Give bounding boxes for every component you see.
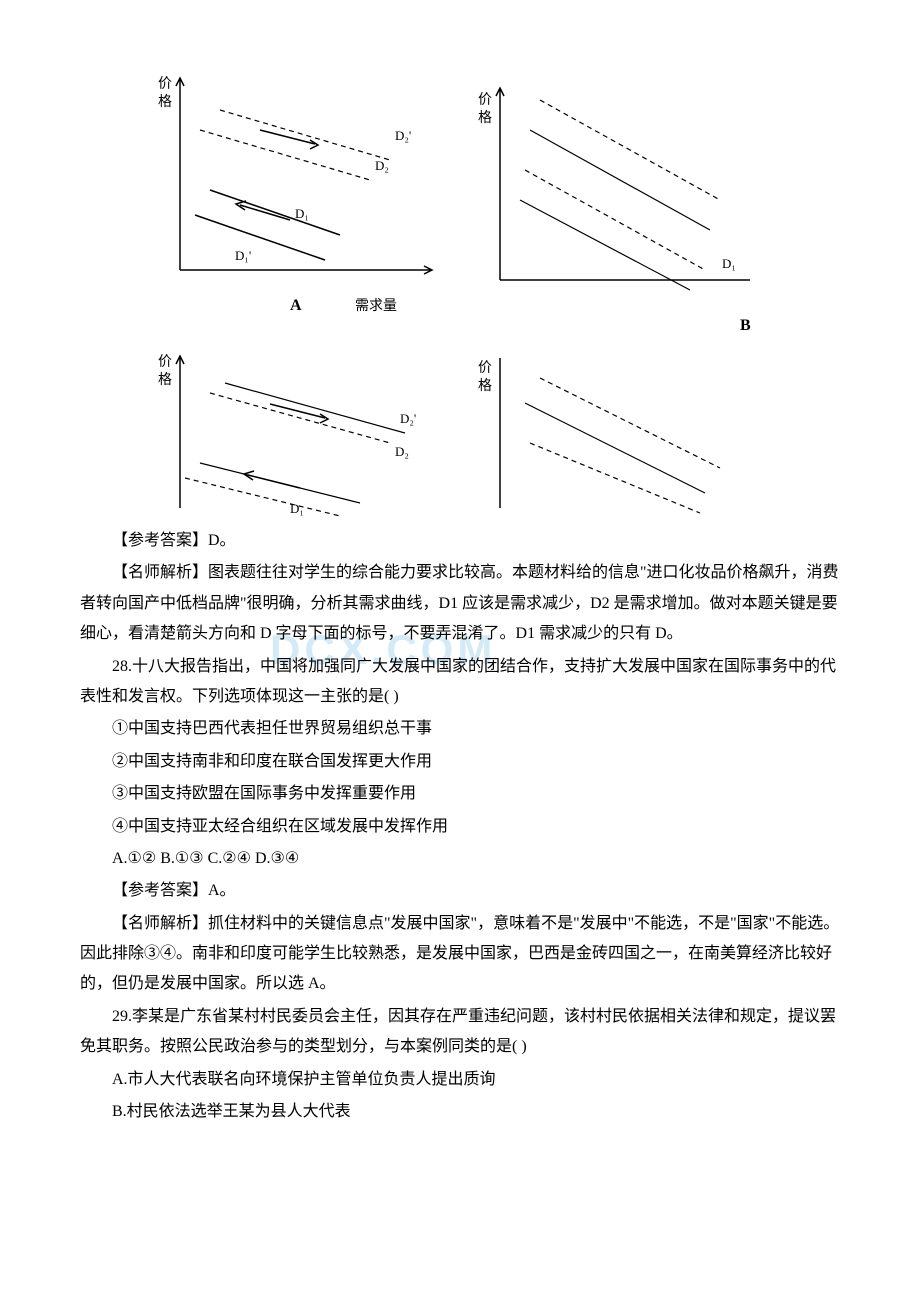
svg-text:B: B: [740, 317, 751, 334]
q28-opt3: ③中国支持欧盟在国际事务中发挥重要作用: [80, 779, 840, 809]
svg-text:价: 价: [478, 360, 492, 376]
chart-row-top: 价 格 D₂' D₂ D₁ D₁' A 需求量 价 格: [140, 60, 840, 340]
chart-c: 价 格 D₂' D₂ D₁: [140, 348, 470, 518]
svg-text:格: 格: [158, 372, 172, 388]
svg-text:D₂': D₂': [400, 411, 416, 426]
q28-opt2: ②中国支持南非和印度在联合国发挥更大作用: [80, 747, 840, 777]
svg-text:价: 价: [478, 92, 492, 108]
svg-text:A: A: [290, 297, 302, 314]
q28-stem: 28.十八大报告指出，中国将加强同广大发展中国家的团结合作，支持扩大发展中国家在…: [80, 652, 840, 713]
q29-optB: B.村民依法选举王某为县人大代表: [80, 1097, 840, 1127]
chart-a: 价 格 D₂' D₂ D₁ D₁' A 需求量: [140, 60, 470, 340]
q28-opt1: ①中国支持巴西代表担任世界贸易组织总干事: [80, 714, 840, 744]
svg-text:D₂: D₂: [395, 444, 409, 459]
svg-text:需求量: 需求量: [355, 298, 397, 314]
chart-row-bottom: 价 格 D₂' D₂ D₁ 价 格: [140, 348, 840, 518]
svg-text:价: 价: [158, 76, 172, 92]
q29-optA: A.市人大代表联名向环境保护主管单位负责人提出质询: [80, 1065, 840, 1095]
svg-text:D₁: D₁: [722, 256, 736, 271]
svg-text:D₂': D₂': [395, 128, 411, 143]
answer-27: 【参考答案】D。: [80, 526, 840, 556]
svg-text:格: 格: [158, 94, 172, 110]
analysis-27: 【名师解析】图表题往往对学生的综合能力要求比较高。本题材料给的信息"进口化妆品价…: [80, 558, 840, 649]
svg-text:格: 格: [478, 378, 492, 394]
answer-28: 【参考答案】A。: [80, 876, 840, 906]
svg-text:格: 格: [478, 110, 492, 126]
q28-opt4: ④中国支持亚太经合组织在区域发展中发挥作用: [80, 812, 840, 842]
svg-text:D₁: D₁: [290, 501, 304, 516]
analysis-28: 【名师解析】抓住材料中的关键信息点"发展中国家"，意味着不是"发展中"不能选，不…: [80, 909, 840, 1000]
chart-d: 价 格: [470, 348, 770, 518]
q29-stem: 29.李某是广东省某村村民委员会主任，因其存在严重违纪问题，该村村民依据相关法律…: [80, 1002, 840, 1063]
svg-text:D₂: D₂: [375, 158, 389, 173]
svg-text:价: 价: [158, 354, 172, 370]
q28-choices: A.①② B.①③ C.②④ D.③④: [80, 844, 840, 874]
svg-text:D₁: D₁: [295, 206, 309, 221]
chart-b: 价 格 D₁ B: [470, 60, 770, 340]
svg-text:D₁': D₁': [235, 248, 251, 263]
